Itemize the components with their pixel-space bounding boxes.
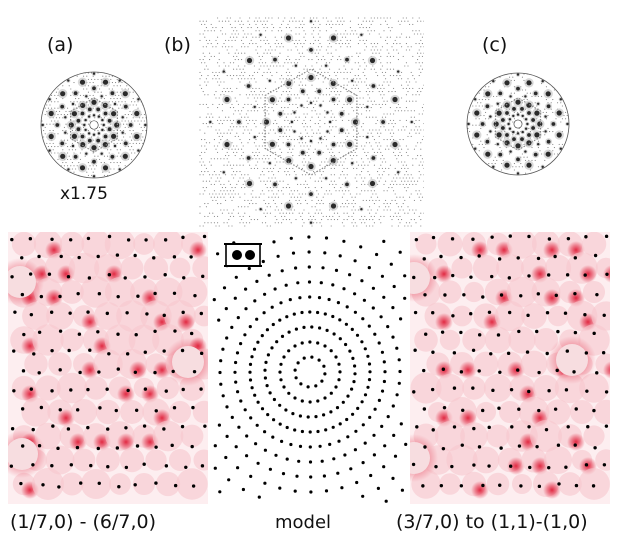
- diffraction-pattern-c: [466, 72, 570, 176]
- caption-left: (1/7,0) - (6/7,0): [10, 511, 156, 533]
- difference-map-right: [410, 232, 610, 504]
- scale-note: x1.75: [60, 184, 108, 204]
- caption-right: (3/7,0) to (1,1)-(1,0): [396, 511, 588, 533]
- panel-label-c: (c): [482, 34, 508, 56]
- difference-map-left: [8, 232, 208, 504]
- atomic-model-panel: [212, 232, 408, 504]
- diffraction-pattern-b: [198, 16, 424, 228]
- diffraction-pattern-a: [40, 71, 148, 179]
- panel-label-b: (b): [164, 34, 191, 56]
- caption-middle: model: [275, 512, 332, 533]
- panel-label-a: (a): [47, 34, 74, 56]
